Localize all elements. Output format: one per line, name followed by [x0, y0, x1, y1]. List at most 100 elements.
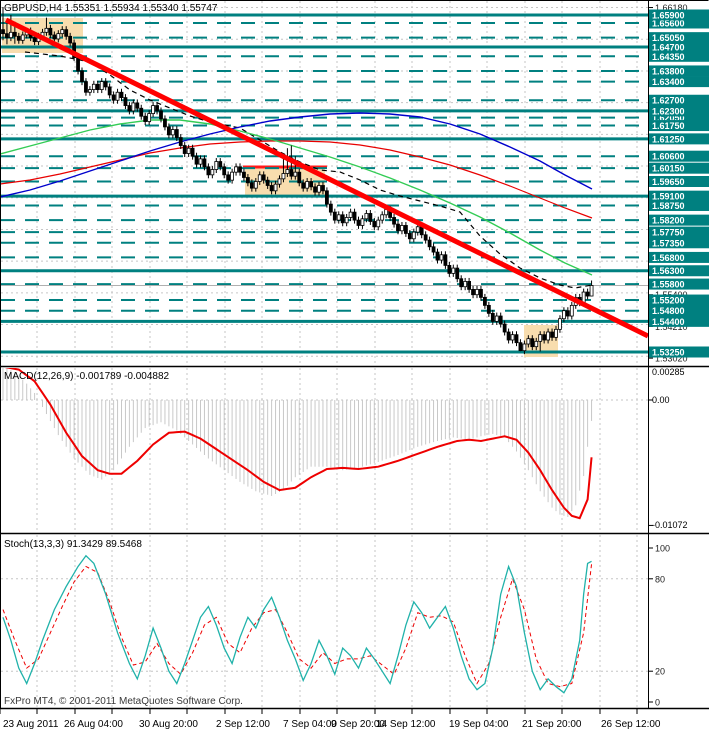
time-axis-label[interactable]: 21 Sep 20:00 — [522, 719, 582, 730]
level-price-label: 1.61250 — [652, 134, 685, 144]
macd-axis-max-label: 0.00285 — [652, 367, 685, 377]
candle-body — [356, 219, 361, 226]
candle-body — [170, 129, 175, 136]
candle-body — [344, 217, 349, 224]
candle-body — [206, 166, 211, 176]
stochastic-panel[interactable] — [0, 534, 648, 709]
candle-body — [522, 343, 527, 352]
stoch-indicator-label: Stoch(13,3,3) 91.3429 89.5468 — [4, 539, 142, 550]
candle-body — [84, 81, 88, 93]
candle-body — [238, 166, 242, 173]
candle-body — [76, 57, 80, 72]
candle-body — [80, 70, 84, 83]
candle-body — [542, 334, 547, 341]
candle-body — [56, 33, 61, 40]
time-axis-label[interactable]: 23 Aug 2011 — [3, 719, 59, 730]
level-price-label: 1.63800 — [652, 66, 685, 76]
candle-body — [554, 328, 558, 338]
level-price-label-box — [649, 278, 709, 290]
stoch-percent-k-line — [2, 554, 592, 694]
candle-body — [5, 33, 9, 39]
candle-body — [585, 291, 590, 297]
candle-body — [166, 126, 171, 136]
ma-slow-green[interactable] — [0, 119, 593, 276]
level-price-label: 1.63400 — [652, 77, 685, 87]
macd-signal-line — [4, 368, 593, 520]
moving-averages-layer — [0, 51, 593, 289]
candle-body — [562, 310, 566, 320]
candle-body — [48, 27, 53, 36]
candle-body — [372, 221, 377, 228]
level-price-label-box — [649, 120, 709, 132]
candle-body — [546, 331, 550, 341]
candle-body — [530, 338, 535, 348]
level-price-label: 1.54800 — [652, 306, 685, 316]
candle-body — [261, 174, 266, 181]
ma-medium-red[interactable] — [0, 140, 593, 219]
candle-body — [305, 181, 310, 189]
level-price-label-box — [649, 294, 709, 306]
candle-body — [281, 173, 286, 180]
candle-body — [32, 37, 37, 43]
candle-body — [16, 35, 21, 41]
candle-body — [222, 166, 227, 176]
candle-body — [459, 278, 464, 288]
candle-body — [143, 115, 148, 122]
descending-trendline[interactable] — [4, 17, 648, 339]
level-price-label: 1.65050 — [652, 33, 685, 43]
candle-body — [514, 334, 519, 344]
candle-body — [419, 226, 424, 236]
candle-body — [127, 105, 132, 112]
time-axis-label[interactable]: 26 Sep 12:00 — [601, 719, 661, 730]
level-price-label-box — [649, 9, 709, 21]
candle-body — [8, 31, 13, 39]
time-axis-label[interactable]: 19 Sep 04:00 — [449, 719, 509, 730]
level-price-label: 1.60150 — [652, 164, 685, 174]
level-price-label: 1.55800 — [652, 280, 685, 290]
candle-body — [400, 225, 404, 232]
candle-body — [550, 331, 554, 338]
level-price-label-box — [649, 76, 709, 88]
candle-body — [289, 169, 294, 177]
time-axis-label[interactable]: 26 Aug 04:00 — [64, 719, 123, 730]
candle-body — [455, 267, 460, 280]
candle-body — [569, 304, 574, 317]
candle-body — [285, 169, 290, 174]
candle-body — [506, 331, 511, 341]
candle-body — [558, 318, 562, 330]
ma-slowest-blue[interactable] — [0, 112, 593, 198]
level-price-label: 1.58750 — [652, 201, 685, 211]
candle-body — [91, 83, 96, 90]
time-axis[interactable] — [0, 709, 709, 734]
time-axis-label[interactable]: 14 Sep 12:00 — [376, 719, 436, 730]
candle-body — [12, 31, 17, 37]
level-price-label-box — [649, 94, 709, 106]
platform-copyright: FxPro MT4, © 2001-2011 MetaQuotes Softwa… — [4, 696, 243, 707]
candle-body — [482, 296, 487, 306]
stoch-axis-label: 20 — [655, 667, 665, 677]
stoch-layer — [2, 554, 593, 694]
candle-body — [60, 29, 65, 35]
level-price-label-box — [649, 315, 709, 327]
candle-body — [119, 91, 124, 98]
candle-body — [249, 182, 254, 189]
level-price-label-box — [649, 150, 709, 162]
candle-body — [392, 217, 396, 225]
time-axis-label[interactable]: 7 Sep 04:00 — [283, 719, 337, 730]
axis-labels-layer: 1.661801.554001.542101.530201.656001.650… — [3, 3, 709, 730]
level-price-label-box — [649, 32, 709, 44]
level-price-label-box — [649, 190, 709, 202]
time-axis-label[interactable]: 2 Sep 12:00 — [216, 719, 270, 730]
candle-body — [115, 91, 120, 101]
candle-body — [427, 239, 432, 248]
stoch-axis-label: 80 — [655, 574, 665, 584]
time-axis-label[interactable]: 30 Aug 20:00 — [139, 719, 198, 730]
level-price-label: 1.56300 — [652, 266, 685, 276]
candle-body — [210, 169, 215, 176]
time-axis-label[interactable]: 9 Sep 20:00 — [331, 719, 385, 730]
candle-body — [340, 214, 345, 224]
level-price-label: 1.65600 — [652, 18, 685, 28]
macd-panel[interactable] — [0, 367, 648, 534]
trendline-layer — [4, 17, 648, 339]
